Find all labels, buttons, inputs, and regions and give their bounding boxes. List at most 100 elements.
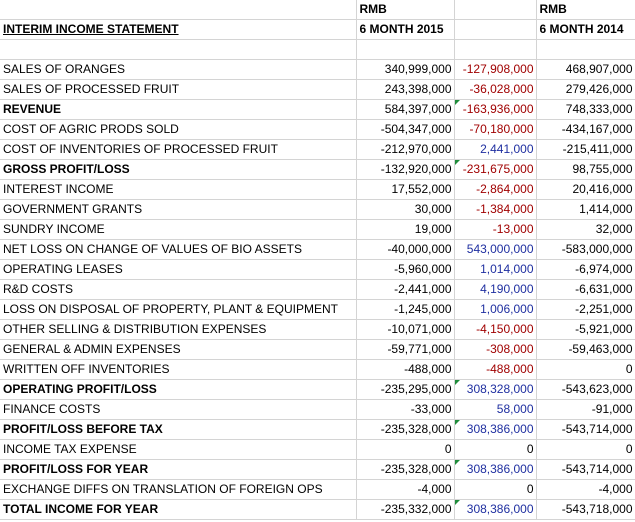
value-2015[interactable]: 30,000 [356, 199, 455, 220]
value-2015[interactable]: -1,245,000 [356, 299, 455, 320]
value-2015[interactable]: -59,771,000 [356, 339, 455, 360]
row-label[interactable]: GROSS PROFIT/LOSS [0, 159, 357, 180]
row-label[interactable]: PROFIT/LOSS BEFORE TAX [0, 419, 357, 440]
value-change[interactable]: 58,000 [454, 399, 537, 420]
row-label[interactable]: R&D COSTS [0, 279, 357, 300]
cell-a3[interactable] [0, 39, 357, 60]
value-2015[interactable]: -235,295,000 [356, 379, 455, 400]
value-2014[interactable]: 1,414,000 [536, 199, 635, 220]
value-2015[interactable]: -4,000 [356, 479, 455, 500]
value-change[interactable]: 0 [454, 439, 537, 460]
cell-c3[interactable] [454, 39, 537, 60]
row-label[interactable]: COST OF AGRIC PRODS SOLD [0, 119, 357, 140]
value-2014[interactable]: 0 [536, 359, 635, 380]
cell-c1[interactable] [454, 0, 537, 20]
value-2015[interactable]: -5,960,000 [356, 259, 455, 280]
row-label[interactable]: PROFIT/LOSS FOR YEAR [0, 459, 357, 480]
value-2014[interactable]: -543,714,000 [536, 459, 635, 480]
value-change[interactable]: 308,386,000 [454, 499, 537, 520]
value-change[interactable]: -1,384,000 [454, 199, 537, 220]
row-label[interactable]: OPERATING LEASES [0, 259, 357, 280]
value-change[interactable]: -36,028,000 [454, 79, 537, 100]
value-2015[interactable]: 0 [356, 439, 455, 460]
value-change[interactable]: 308,386,000 [454, 419, 537, 440]
value-2014[interactable]: -6,974,000 [536, 259, 635, 280]
value-2014[interactable]: -6,631,000 [536, 279, 635, 300]
value-2015[interactable]: -235,332,000 [356, 499, 455, 520]
value-2015[interactable]: -33,000 [356, 399, 455, 420]
value-change[interactable]: 308,386,000 [454, 459, 537, 480]
value-2015[interactable]: 19,000 [356, 219, 455, 240]
value-2014[interactable]: -2,251,000 [536, 299, 635, 320]
value-2015[interactable]: -235,328,000 [356, 419, 455, 440]
row-label[interactable]: INCOME TAX EXPENSE [0, 439, 357, 460]
row-label[interactable]: SALES OF PROCESSED FRUIT [0, 79, 357, 100]
value-change[interactable]: -4,150,000 [454, 319, 537, 340]
cell-b3[interactable] [356, 39, 455, 60]
value-2014[interactable]: -543,623,000 [536, 379, 635, 400]
value-2014[interactable]: 279,426,000 [536, 79, 635, 100]
value-change[interactable]: -488,000 [454, 359, 537, 380]
cell-a1[interactable] [0, 0, 357, 20]
value-2015[interactable]: 17,552,000 [356, 179, 455, 200]
value-2014[interactable]: 98,755,000 [536, 159, 635, 180]
row-label[interactable]: COST OF INVENTORIES OF PROCESSED FRUIT [0, 139, 357, 160]
row-label[interactable]: SUNDRY INCOME [0, 219, 357, 240]
row-label[interactable]: FINANCE COSTS [0, 399, 357, 420]
value-change[interactable]: 543,000,000 [454, 239, 537, 260]
value-change[interactable]: 2,441,000 [454, 139, 537, 160]
period-2015[interactable]: 6 MONTH 2015 [356, 19, 455, 40]
row-label[interactable]: OTHER SELLING & DISTRIBUTION EXPENSES [0, 319, 357, 340]
value-change[interactable]: -127,908,000 [454, 59, 537, 80]
value-2015[interactable]: 340,999,000 [356, 59, 455, 80]
row-label[interactable]: REVENUE [0, 99, 357, 120]
value-2014[interactable]: -4,000 [536, 479, 635, 500]
value-2014[interactable]: 32,000 [536, 219, 635, 240]
row-label[interactable]: EXCHANGE DIFFS ON TRANSLATION OF FOREIGN… [0, 479, 357, 500]
value-2014[interactable]: -583,000,000 [536, 239, 635, 260]
value-2015[interactable]: -504,347,000 [356, 119, 455, 140]
row-label[interactable]: GENERAL & ADMIN EXPENSES [0, 339, 357, 360]
row-label[interactable]: OPERATING PROFIT/LOSS [0, 379, 357, 400]
value-change[interactable]: -13,000 [454, 219, 537, 240]
row-label[interactable]: GOVERNMENT GRANTS [0, 199, 357, 220]
row-label[interactable]: INTEREST INCOME [0, 179, 357, 200]
value-change[interactable]: -163,936,000 [454, 99, 537, 120]
value-2015[interactable]: -488,000 [356, 359, 455, 380]
value-2014[interactable]: -59,463,000 [536, 339, 635, 360]
row-label[interactable]: WRITTEN OFF INVENTORIES [0, 359, 357, 380]
value-2014[interactable]: -543,714,000 [536, 419, 635, 440]
value-2014[interactable]: -215,411,000 [536, 139, 635, 160]
value-change[interactable]: -2,864,000 [454, 179, 537, 200]
value-change[interactable]: 1,006,000 [454, 299, 537, 320]
value-change[interactable]: -308,000 [454, 339, 537, 360]
value-2014[interactable]: 20,416,000 [536, 179, 635, 200]
value-2014[interactable]: -543,718,000 [536, 499, 635, 520]
value-change[interactable]: 1,014,000 [454, 259, 537, 280]
value-2014[interactable]: -434,167,000 [536, 119, 635, 140]
value-2015[interactable]: -212,970,000 [356, 139, 455, 160]
value-2015[interactable]: -2,441,000 [356, 279, 455, 300]
period-2014[interactable]: 6 MONTH 2014 [536, 19, 635, 40]
row-label[interactable]: SALES OF ORANGES [0, 59, 357, 80]
value-change[interactable]: 0 [454, 479, 537, 500]
statement-title[interactable]: INTERIM INCOME STATEMENT [0, 19, 357, 40]
value-change[interactable]: 4,190,000 [454, 279, 537, 300]
value-2015[interactable]: -132,920,000 [356, 159, 455, 180]
value-2015[interactable]: -40,000,000 [356, 239, 455, 260]
value-2015[interactable]: -235,328,000 [356, 459, 455, 480]
currency-2014[interactable]: RMB [536, 0, 635, 20]
value-2014[interactable]: -5,921,000 [536, 319, 635, 340]
value-change[interactable]: -231,675,000 [454, 159, 537, 180]
row-label[interactable]: NET LOSS ON CHANGE OF VALUES OF BIO ASSE… [0, 239, 357, 260]
value-2014[interactable]: 748,333,000 [536, 99, 635, 120]
value-change[interactable]: 308,328,000 [454, 379, 537, 400]
row-label[interactable]: LOSS ON DISPOSAL OF PROPERTY, PLANT & EQ… [0, 299, 357, 320]
cell-c2[interactable] [454, 19, 537, 40]
value-2015[interactable]: 243,398,000 [356, 79, 455, 100]
value-2015[interactable]: 584,397,000 [356, 99, 455, 120]
currency-2015[interactable]: RMB [356, 0, 455, 20]
cell-d3[interactable] [536, 39, 635, 60]
value-change[interactable]: -70,180,000 [454, 119, 537, 140]
row-label[interactable]: TOTAL INCOME FOR YEAR [0, 499, 357, 520]
